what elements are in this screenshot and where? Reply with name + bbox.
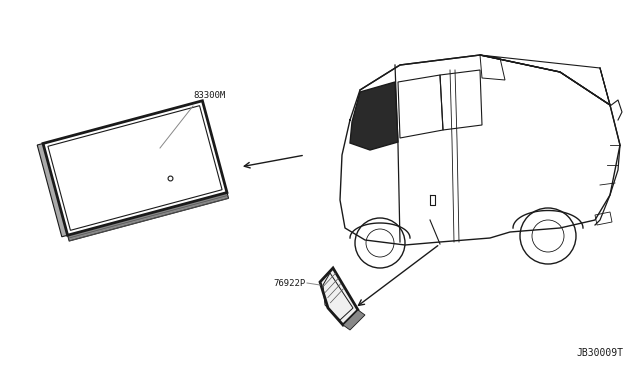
Polygon shape [320,268,358,325]
Text: 76922P: 76922P [274,279,306,288]
Polygon shape [343,310,365,330]
Text: JB30009T: JB30009T [576,348,623,358]
Polygon shape [43,101,227,235]
Polygon shape [68,193,228,241]
Text: 83300M: 83300M [193,91,225,100]
Polygon shape [37,144,68,237]
Polygon shape [350,82,398,150]
